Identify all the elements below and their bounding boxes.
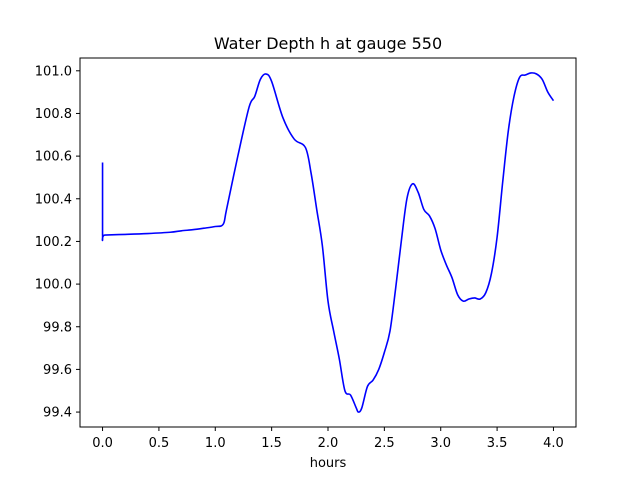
x-tick-label: 3.5 xyxy=(487,436,508,451)
x-tick-label: 1.5 xyxy=(261,436,282,451)
y-tick-label: 99.6 xyxy=(43,363,72,378)
y-tick-label: 100.2 xyxy=(35,235,72,250)
x-tick-label: 1.0 xyxy=(205,436,226,451)
y-tick-label: 100.8 xyxy=(35,107,72,122)
series-line-0 xyxy=(101,72,555,413)
x-tick-label: 0.5 xyxy=(149,436,170,451)
x-tick-label: 2.5 xyxy=(374,436,395,451)
y-axis: 99.4 99.6 99.8 100.0 100.2 100.4 100.6 100.8 101… xyxy=(35,64,80,421)
y-tick-label: 100.0 xyxy=(35,278,72,293)
x-axis: 0.0 0.5 1.0 1.5 2.0 2.5 3.0 3.5 4.0 xyxy=(92,427,564,451)
x-axis-label: hours xyxy=(310,456,347,471)
x-tick-label: 3.0 xyxy=(430,436,451,451)
x-tick-label: 0.0 xyxy=(92,436,113,451)
y-tick-label: 100.4 xyxy=(35,192,72,207)
y-tick-label: 99.8 xyxy=(43,320,72,335)
axes-frame xyxy=(79,57,577,428)
plot-area xyxy=(101,72,555,413)
x-tick-label: 4.0 xyxy=(543,436,564,451)
chart-title: Water Depth h at gauge 550 xyxy=(214,34,442,53)
y-tick-label: 101.0 xyxy=(35,64,72,79)
x-tick-label: 2.0 xyxy=(318,436,339,451)
y-tick-label: 100.6 xyxy=(35,150,72,165)
y-tick-label: 99.4 xyxy=(43,406,72,421)
